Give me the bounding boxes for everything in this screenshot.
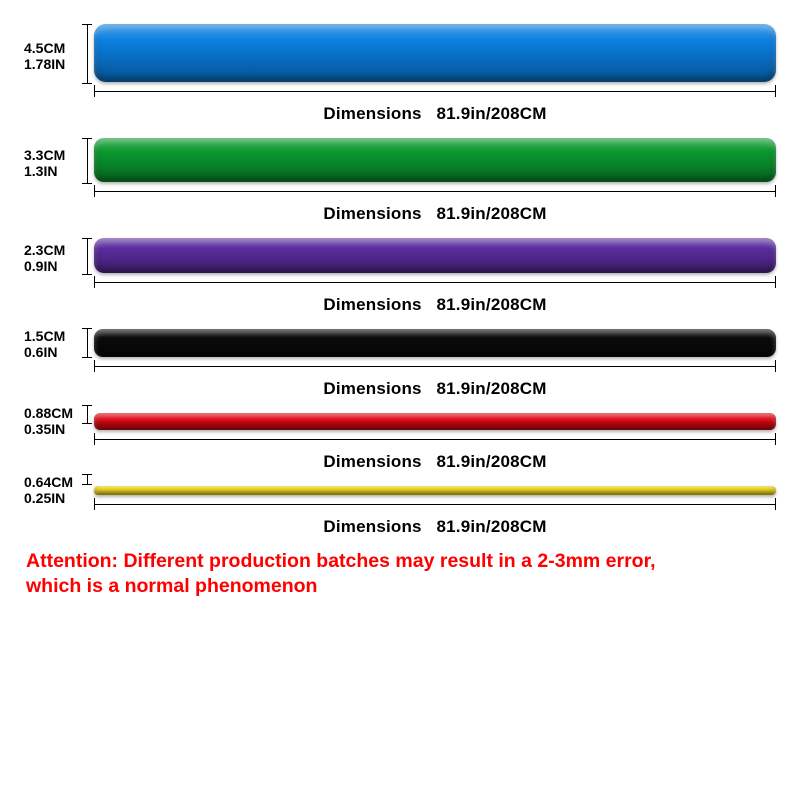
band-row: 2.3CM0.9IN Dimensions 81.9in/208CM [24,238,776,315]
band-measure-block: Dimensions 81.9in/208CM [94,238,776,315]
width-label-block: 0.64CM0.25IN [24,474,94,506]
width-in: 0.25IN [24,490,94,506]
band-measure-block: Dimensions 81.9in/208CM [94,329,776,399]
dimension-label: Dimensions [323,517,421,536]
dimension-line-icon [94,185,776,197]
dimension-text: Dimensions 81.9in/208CM [94,452,776,472]
band-row: 1.5CM0.6INDimensions 81.9in/208CM [24,329,776,399]
band-measure-block: Dimensions 81.9in/208CM [94,486,776,537]
resistance-band [94,138,776,182]
dimension-line-icon [94,498,776,510]
dimension-label: Dimensions [323,104,421,123]
band-rows: 4.5CM1.78INDimensions 81.9in/208CM3.3CM1… [24,24,776,537]
band-measure-block: Dimensions 81.9in/208CM [94,138,776,224]
attention-line-2: which is a normal phenomenon [26,575,317,597]
vertical-bracket-icon [82,238,92,275]
band-measure-block: Dimensions 81.9in/208CM [94,413,776,472]
dimension-text: Dimensions 81.9in/208CM [94,204,776,224]
vertical-bracket-icon [82,24,92,84]
dimension-line-icon [94,433,776,445]
attention-line-1: Attention: Different production batches … [26,550,656,572]
dimension-text: Dimensions 81.9in/208CM [94,104,776,124]
dimension-text: Dimensions 81.9in/208CM [94,517,776,537]
dimension-value: 81.9in/208CM [437,295,547,314]
resistance-band [94,486,776,495]
dimension-text: Dimensions 81.9in/208CM [94,379,776,399]
resistance-band [94,413,776,430]
band-row: 3.3CM1.3IN Dimensions 81.9in/208CM [24,138,776,224]
width-label-block: 4.5CM1.78IN [24,24,94,72]
width-label-block: 0.88CM0.35IN [24,405,94,437]
width-label-block: 2.3CM0.9IN [24,238,94,274]
resistance-band [94,238,776,273]
width-label-block: 3.3CM1.3IN [24,138,94,179]
vertical-bracket-icon [82,474,92,485]
vertical-bracket-icon [82,138,92,184]
dimension-value: 81.9in/208CM [437,452,547,471]
band-row: 4.5CM1.78IN Dimensions 81.9in/208CM [24,24,776,124]
dimension-label: Dimensions [323,379,421,398]
vertical-bracket-icon [82,328,92,358]
dimension-label: Dimensions [323,295,421,314]
dimension-line-icon [94,276,776,288]
dimension-label: Dimensions [323,452,421,471]
dimension-line-icon [94,85,776,97]
dimension-value: 81.9in/208CM [437,517,547,536]
dimension-value: 81.9in/208CM [437,104,547,123]
resistance-band [94,329,776,357]
vertical-bracket-icon [82,405,92,424]
dimension-line-icon [94,360,776,372]
dimension-label: Dimensions [323,204,421,223]
band-row: 0.64CM0.25INDimensions 81.9in/208CM [24,486,776,537]
dimension-value: 81.9in/208CM [437,379,547,398]
dimension-value: 81.9in/208CM [437,204,547,223]
dimension-text: Dimensions 81.9in/208CM [94,295,776,315]
band-measure-block: Dimensions 81.9in/208CM [94,24,776,124]
infographic-container: 4.5CM1.78INDimensions 81.9in/208CM3.3CM1… [0,0,800,800]
attention-note: Attention: Different production batches … [24,549,776,600]
band-row: 0.88CM0.35INDimensions 81.9in/208CM [24,413,776,472]
resistance-band [94,24,776,82]
width-label-block: 1.5CM0.6IN [24,328,94,360]
